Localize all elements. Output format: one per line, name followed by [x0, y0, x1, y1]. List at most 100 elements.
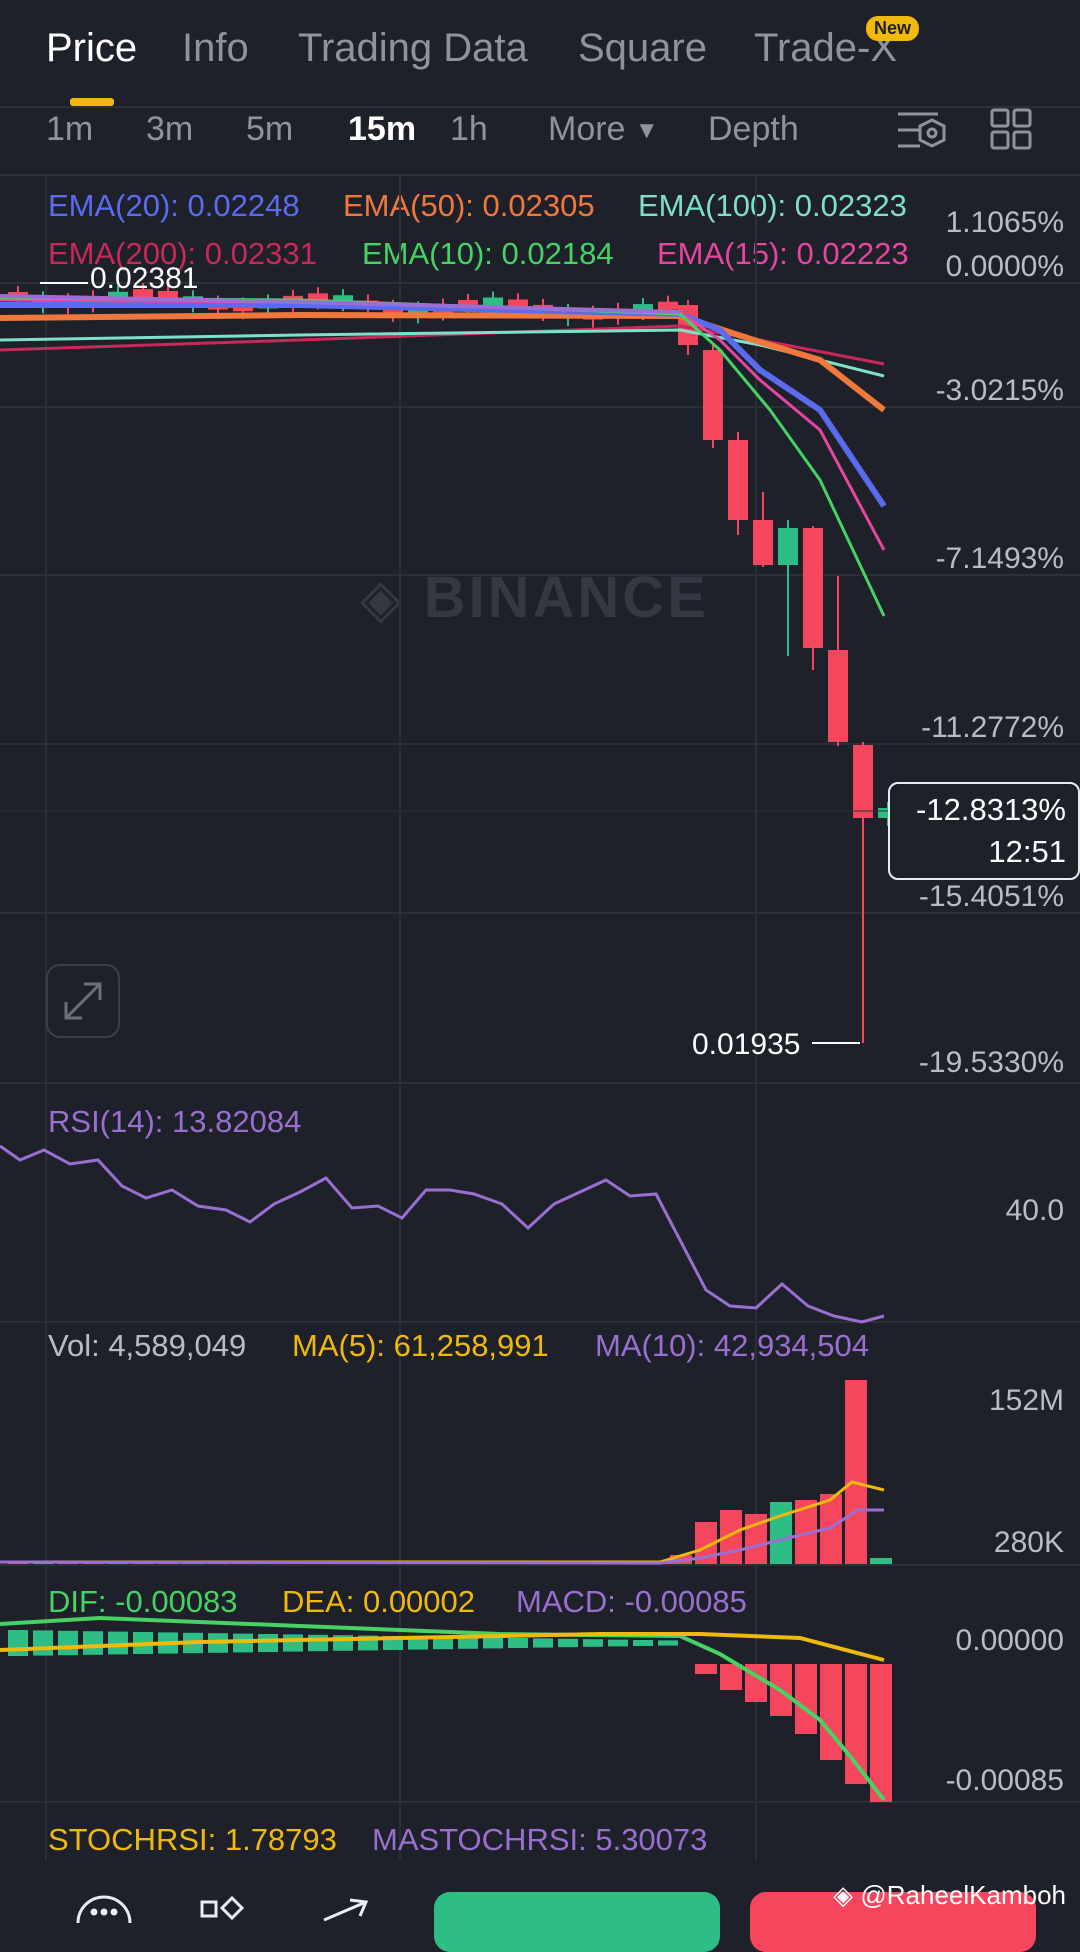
macd-bar [695, 1664, 717, 1674]
price-axis-label: -3.0215% [935, 374, 1064, 407]
macd-dea-legend: DEA: 0.00002 [282, 1584, 476, 1619]
ema100-legend: EMA(100): 0.02323 [638, 188, 907, 223]
candle-body [658, 301, 678, 310]
credit-watermark: ◈ @RaheelKamboh [833, 1880, 1066, 1911]
volume-ma10-line [0, 1508, 884, 1565]
price-axis-label: 1.1065% [945, 206, 1064, 239]
volume-bar [795, 1500, 817, 1564]
timeframe-1h[interactable]: 1h [450, 110, 488, 148]
timeframe-divider [0, 174, 1080, 176]
candle-body [158, 290, 178, 299]
candle-body [133, 289, 153, 298]
ema15-legend: EMA(15): 0.02223 [657, 236, 909, 271]
layout-grid-icon[interactable] [990, 108, 1032, 150]
macd-bar [58, 1630, 78, 1656]
mastochrsi-legend: MASTOCHRSI: 5.30073 [372, 1822, 708, 1857]
tab-square[interactable]: Square [578, 26, 707, 70]
timeframe-more-label: More [548, 110, 626, 148]
timeframe-15m[interactable]: 15m [348, 110, 417, 148]
low-price-label: 0.01935 [692, 1028, 801, 1061]
current-price-pct: -12.8313% [916, 792, 1066, 827]
macd-bar [483, 1637, 503, 1649]
rsi-axis-label: 40.0 [1005, 1194, 1064, 1227]
macd-bar [795, 1664, 817, 1734]
candle-body [308, 293, 328, 302]
candle-body [508, 299, 528, 308]
candle-body [108, 291, 128, 300]
stochrsi-legend: STOCHRSI: 1.78793 [48, 1822, 337, 1857]
macd-bar [658, 1640, 678, 1646]
ema-lines [0, 294, 887, 617]
volume-bars [8, 1380, 892, 1564]
top-tab-bar: Price Info Trading Data Square Trade-X N… [0, 0, 1080, 108]
macd-bar [820, 1664, 842, 1760]
ema-main-line [0, 294, 681, 314]
rsi-legend: RSI(14): 13.82084 [48, 1104, 302, 1139]
price-axis-label: -19.5330% [918, 1046, 1064, 1079]
timeframe-3m[interactable]: 3m [146, 110, 194, 148]
buy-button[interactable] [434, 1892, 720, 1952]
macd-dif-line [0, 1615, 886, 1802]
candle-countdown: 12:51 [988, 834, 1066, 869]
candle-body [333, 295, 353, 304]
macd-axis-top: 0.00000 [955, 1624, 1064, 1657]
price-axis-label: -7.1493% [935, 542, 1064, 575]
dropdown-triangle-icon: ▼ [634, 117, 659, 145]
candle-body [483, 297, 503, 306]
macd-bar [108, 1631, 128, 1655]
candle-body [408, 307, 428, 316]
macd-bar [283, 1634, 303, 1652]
chart-settings-icon[interactable] [898, 112, 946, 148]
volume-ma5-line [0, 1480, 885, 1564]
credit-text: @RaheelKamboh [860, 1880, 1066, 1910]
macd-bar [433, 1636, 453, 1650]
macd-value-legend: MACD: -0.00085 [516, 1584, 747, 1619]
candle-body [803, 528, 823, 648]
ema200-line [0, 324, 885, 366]
timeframe-icons [898, 108, 1032, 150]
tab-price[interactable]: Price [46, 26, 138, 70]
macd-bar [583, 1639, 603, 1647]
active-tab-indicator [70, 98, 114, 106]
price-axis-label: 0.0000% [945, 250, 1064, 283]
ema200-legend: EMA(200): 0.02331 [48, 236, 317, 271]
macd-dif-legend: DIF: -0.00083 [48, 1584, 238, 1619]
volume-bar [870, 1558, 892, 1564]
macd-dea-line [0, 1632, 885, 1662]
macd-bar [508, 1638, 528, 1648]
volume-bar [770, 1502, 792, 1564]
macd-bar [633, 1640, 653, 1646]
ema20-line [0, 302, 887, 508]
tab-trading-data[interactable]: Trading Data [298, 26, 528, 70]
expand-icon [64, 982, 102, 1020]
current-price-box: -12.8313% 12:51 [888, 782, 1080, 880]
macd-bar [608, 1639, 628, 1647]
candle-body [728, 440, 748, 520]
price-axis-label: -11.2772% [921, 711, 1064, 744]
candle-body [853, 745, 873, 818]
ema50-legend: EMA(50): 0.02305 [343, 188, 595, 223]
candle-body [753, 520, 773, 565]
rsi-line [0, 1144, 885, 1324]
binance-logo-icon: ◈ [360, 569, 405, 629]
timeframe-1m[interactable]: 1m [46, 110, 94, 148]
macd-bar [33, 1630, 53, 1656]
macd-bar [870, 1664, 892, 1802]
volume-legend: Vol: 4,589,049 [48, 1328, 247, 1363]
volume-bar [845, 1380, 867, 1564]
macd-bar [8, 1630, 28, 1656]
timeframe-5m[interactable]: 5m [246, 110, 294, 148]
volume-ma10-legend: MA(10): 42,934,504 [595, 1328, 870, 1363]
ema10-legend: EMA(10): 0.02184 [362, 236, 614, 271]
macd-bar [458, 1637, 478, 1649]
macd-axis-bottom: -0.00085 [945, 1764, 1064, 1797]
tab-info[interactable]: Info [182, 26, 249, 70]
volume-axis-bottom: 280K [993, 1526, 1064, 1559]
macd-bar [258, 1634, 278, 1652]
new-badge: New [866, 16, 920, 41]
macd-bar [720, 1664, 742, 1690]
timeframe-depth[interactable]: Depth [708, 110, 799, 148]
timeframe-more[interactable]: More ▼ [548, 110, 659, 149]
fullscreen-button[interactable] [46, 964, 120, 1038]
